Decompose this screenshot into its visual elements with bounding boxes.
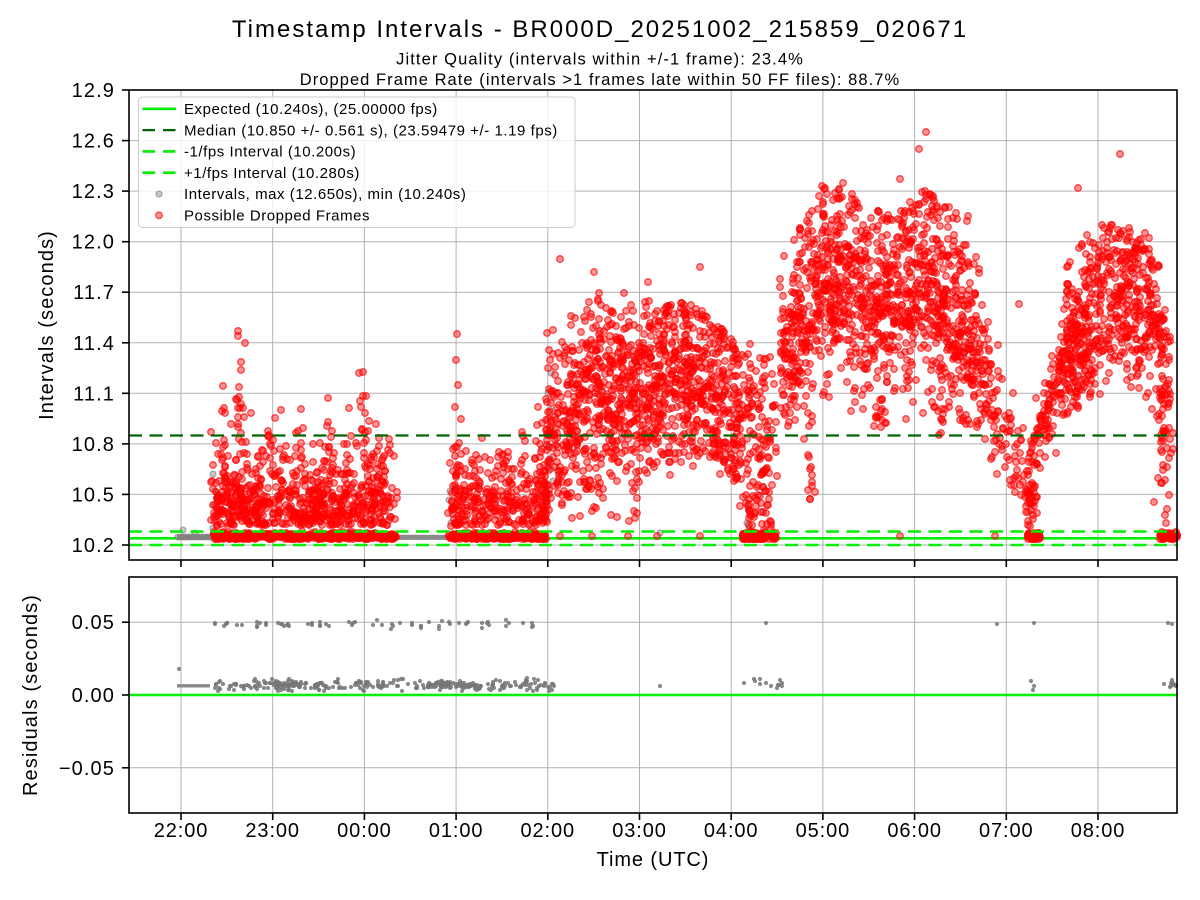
svg-text:Timestamp Intervals - BR000D_2: Timestamp Intervals - BR000D_20251002_21… bbox=[232, 16, 968, 43]
svg-text:Jitter Quality (intervals with: Jitter Quality (intervals within +/-1 fr… bbox=[396, 51, 804, 69]
svg-text:Dropped Frame Rate (intervals: Dropped Frame Rate (intervals >1 frames … bbox=[300, 71, 900, 89]
